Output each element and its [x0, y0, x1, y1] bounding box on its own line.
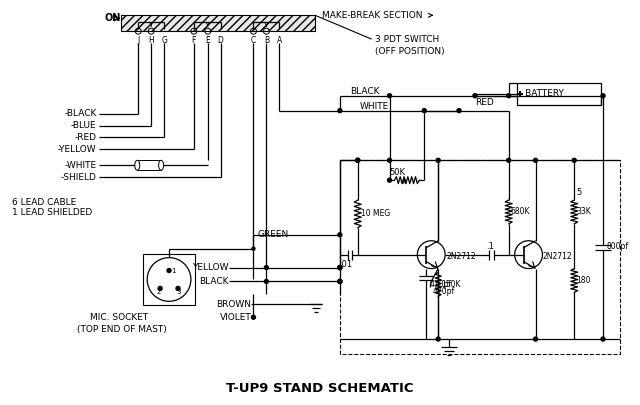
Circle shape — [264, 279, 268, 284]
Text: RED: RED — [475, 98, 493, 107]
Circle shape — [388, 158, 392, 162]
Text: GREEN: GREEN — [257, 230, 289, 239]
Circle shape — [457, 109, 461, 113]
Circle shape — [158, 286, 162, 290]
Text: G: G — [161, 36, 167, 45]
Circle shape — [436, 158, 440, 162]
Circle shape — [601, 337, 605, 341]
Text: 180: 180 — [576, 276, 591, 285]
Circle shape — [534, 337, 538, 341]
Text: 1: 1 — [171, 268, 175, 273]
Circle shape — [356, 158, 360, 162]
Bar — [516, 83, 601, 104]
Text: 6 LEAD CABLE: 6 LEAD CABLE — [12, 198, 76, 207]
Text: F: F — [192, 36, 196, 45]
Circle shape — [338, 279, 342, 284]
Circle shape — [338, 279, 342, 284]
Circle shape — [176, 286, 180, 290]
Text: 3: 3 — [177, 290, 181, 295]
Text: MIC. SOCKET: MIC. SOCKET — [90, 313, 148, 322]
Text: (TOP END OF MAST): (TOP END OF MAST) — [77, 325, 166, 334]
Text: -BLUE: -BLUE — [71, 121, 97, 130]
Circle shape — [338, 109, 342, 113]
Text: 470pf: 470pf — [432, 287, 454, 296]
Circle shape — [252, 247, 255, 250]
Circle shape — [436, 337, 440, 341]
Text: H: H — [148, 36, 154, 45]
Circle shape — [338, 279, 342, 284]
Text: MAKE-BREAK SECTION: MAKE-BREAK SECTION — [322, 11, 422, 20]
Circle shape — [572, 158, 576, 162]
Text: 680K: 680K — [511, 207, 530, 216]
Text: 2N2712: 2N2712 — [446, 252, 476, 261]
Bar — [340, 160, 620, 354]
Circle shape — [601, 94, 605, 98]
Circle shape — [338, 266, 342, 270]
Text: .1: .1 — [486, 242, 494, 251]
Text: -SHIELD: -SHIELD — [61, 173, 97, 182]
Text: C: C — [251, 36, 256, 45]
Circle shape — [147, 258, 191, 301]
Circle shape — [473, 94, 477, 98]
Ellipse shape — [135, 160, 140, 170]
Circle shape — [356, 158, 360, 162]
Circle shape — [264, 266, 268, 270]
Text: D: D — [218, 36, 223, 45]
Text: B: B — [264, 36, 269, 45]
Text: 33K: 33K — [576, 207, 591, 216]
Text: (OFF POSITION): (OFF POSITION) — [374, 47, 444, 55]
Circle shape — [252, 315, 255, 319]
Text: BLACK: BLACK — [350, 87, 380, 96]
Text: 5: 5 — [576, 188, 582, 196]
Circle shape — [338, 233, 342, 237]
Circle shape — [388, 94, 392, 98]
Text: E: E — [205, 36, 210, 45]
Circle shape — [507, 158, 511, 162]
Text: YELLOW: YELLOW — [192, 263, 228, 272]
Text: - BATTERY: - BATTERY — [518, 89, 563, 98]
Circle shape — [167, 269, 171, 273]
Circle shape — [507, 94, 511, 98]
Text: 50K: 50K — [390, 168, 406, 177]
Text: 2: 2 — [157, 290, 161, 295]
Bar — [137, 160, 161, 170]
Text: J: J — [137, 36, 140, 45]
Text: 3 PDT SWITCH: 3 PDT SWITCH — [374, 35, 439, 44]
Bar — [143, 254, 195, 305]
Text: .01: .01 — [339, 260, 353, 269]
Text: 470pf: 470pf — [429, 280, 451, 289]
Bar — [122, 15, 315, 31]
Text: BROWN: BROWN — [216, 300, 252, 309]
Circle shape — [338, 266, 342, 270]
Text: VIOLET: VIOLET — [220, 313, 252, 322]
Text: T-UP9 STAND SCHEMATIC: T-UP9 STAND SCHEMATIC — [227, 382, 413, 395]
Circle shape — [388, 178, 392, 182]
Text: 150K: 150K — [441, 280, 461, 289]
Text: A: A — [276, 36, 282, 45]
Text: BLACK: BLACK — [199, 277, 228, 286]
Text: -YELLOW: -YELLOW — [58, 145, 97, 154]
Text: WHITE: WHITE — [360, 102, 389, 111]
Text: -RED: -RED — [74, 133, 97, 142]
Text: 1 LEAD SHIELDED: 1 LEAD SHIELDED — [12, 209, 92, 217]
Circle shape — [422, 109, 426, 113]
Text: ON: ON — [104, 13, 121, 23]
Text: -BLACK: -BLACK — [64, 109, 97, 118]
Circle shape — [338, 266, 342, 270]
Circle shape — [534, 158, 538, 162]
Text: -WHITE: -WHITE — [65, 161, 97, 170]
Text: 10 MEG: 10 MEG — [361, 209, 390, 218]
Ellipse shape — [159, 160, 164, 170]
Text: 800pf: 800pf — [606, 242, 628, 251]
Text: 2N2712: 2N2712 — [543, 252, 572, 261]
